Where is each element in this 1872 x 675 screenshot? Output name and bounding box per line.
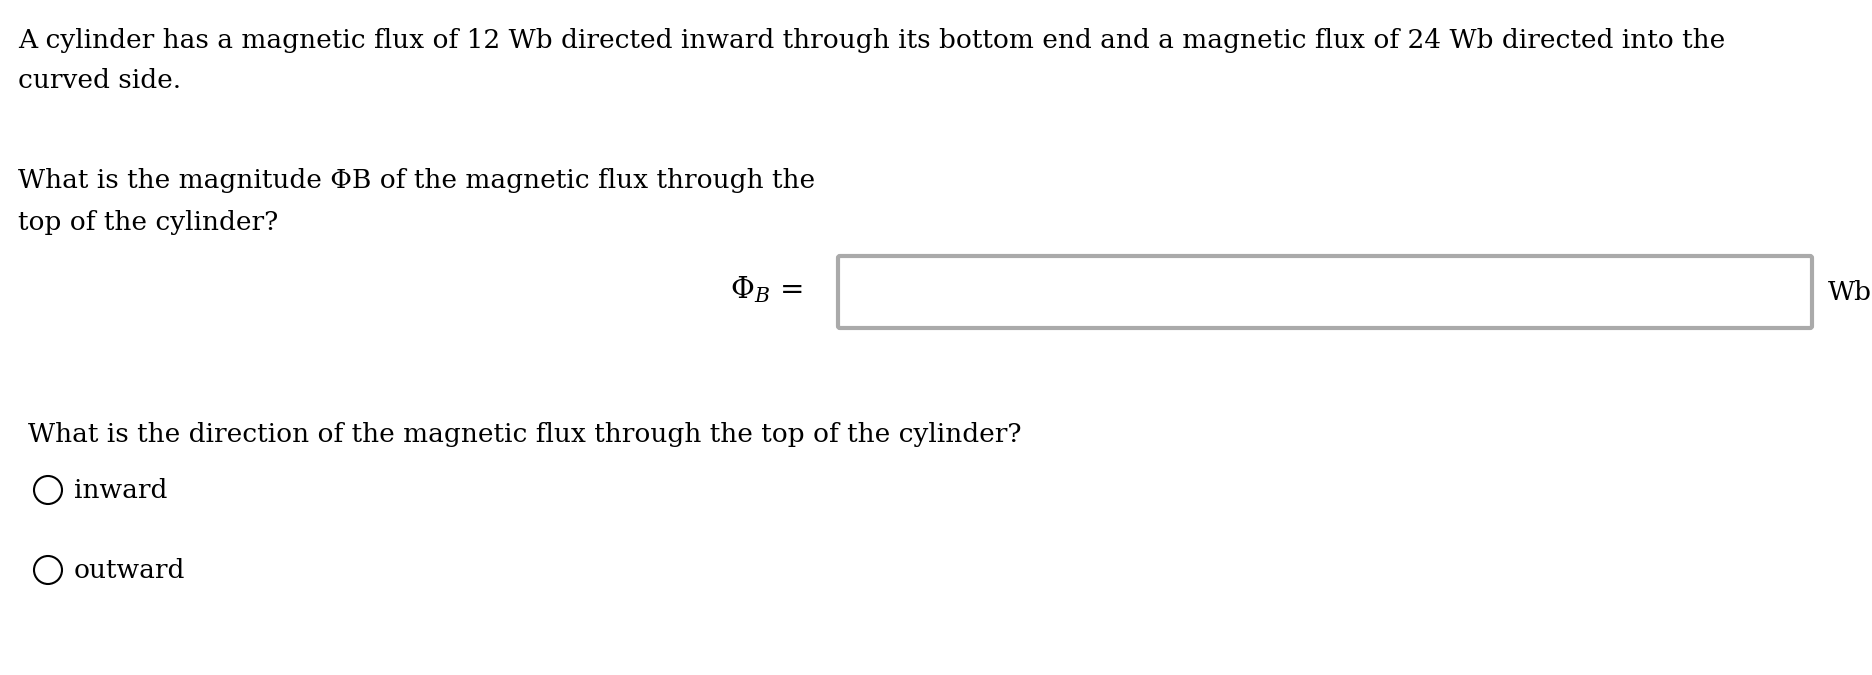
Text: What is the magnitude ΦB of the magnetic flux through the: What is the magnitude ΦB of the magnetic…	[19, 168, 814, 193]
Text: $\Phi_B$ =: $\Phi_B$ =	[730, 275, 803, 305]
FancyBboxPatch shape	[839, 256, 1812, 328]
Text: inward: inward	[75, 477, 167, 502]
Text: A cylinder has a magnetic flux of 12 Wb directed inward through its bottom end a: A cylinder has a magnetic flux of 12 Wb …	[19, 28, 1726, 53]
Text: outward: outward	[75, 558, 185, 583]
Text: top of the cylinder?: top of the cylinder?	[19, 210, 279, 235]
Text: curved side.: curved side.	[19, 68, 182, 93]
Text: What is the direction of the magnetic flux through the top of the cylinder?: What is the direction of the magnetic fl…	[28, 422, 1022, 447]
Text: Wb: Wb	[1827, 279, 1872, 304]
